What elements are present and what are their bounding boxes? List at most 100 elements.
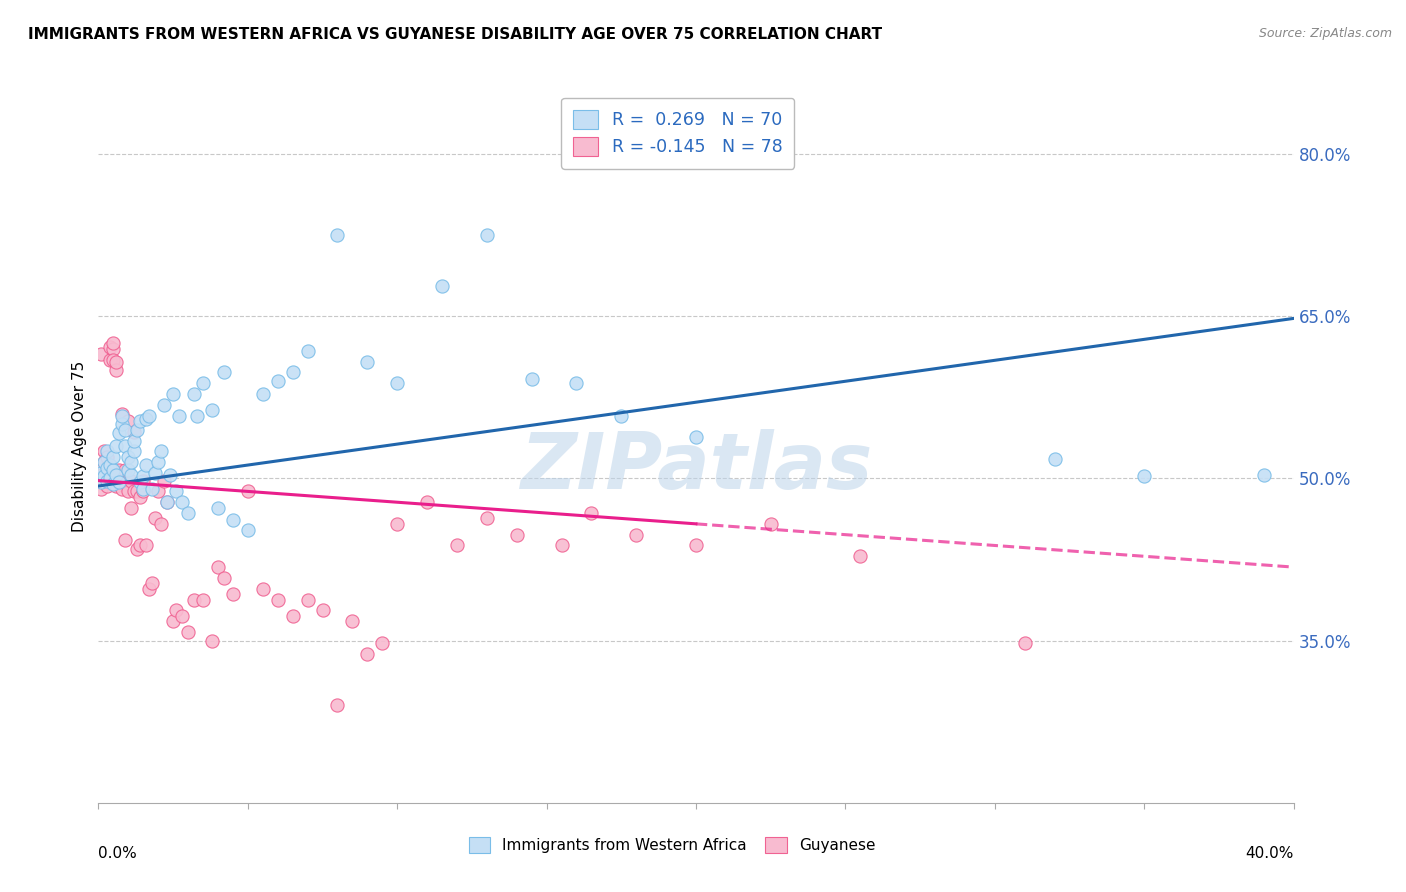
Point — [162, 614, 184, 628]
Point — [98, 352, 122, 367]
Point — [177, 624, 200, 639]
Point — [124, 434, 146, 448]
Point — [150, 516, 173, 531]
Point — [135, 539, 157, 553]
Point — [138, 582, 160, 596]
Point — [108, 425, 131, 440]
Point — [371, 636, 394, 650]
Point — [114, 533, 136, 547]
Point — [117, 414, 139, 428]
Point — [1043, 452, 1066, 467]
Point — [129, 475, 152, 489]
Point — [430, 279, 453, 293]
Point — [127, 541, 149, 556]
Point — [326, 228, 349, 243]
Point — [135, 458, 157, 473]
Point — [177, 506, 200, 520]
Point — [103, 342, 125, 356]
Y-axis label: Disability Age Over 75: Disability Age Over 75 — [72, 360, 87, 532]
Point — [186, 409, 208, 423]
Point — [297, 592, 319, 607]
Text: IMMIGRANTS FROM WESTERN AFRICA VS GUYANESE DISABILITY AGE OVER 75 CORRELATION CH: IMMIGRANTS FROM WESTERN AFRICA VS GUYANE… — [28, 27, 882, 42]
Point — [165, 484, 187, 499]
Point — [281, 366, 304, 380]
Point — [159, 468, 181, 483]
Point — [90, 468, 112, 483]
Point — [167, 409, 190, 423]
Point — [93, 474, 115, 488]
Text: Source: ZipAtlas.com: Source: ZipAtlas.com — [1258, 27, 1392, 40]
Point — [191, 592, 214, 607]
Point — [356, 354, 378, 368]
Point — [124, 484, 146, 499]
Point — [117, 463, 139, 477]
Point — [281, 608, 304, 623]
Point — [1014, 636, 1036, 650]
Point — [1253, 468, 1275, 483]
Point — [172, 495, 194, 509]
Point — [132, 482, 155, 496]
Point — [156, 495, 179, 509]
Point — [93, 455, 115, 469]
Point — [98, 468, 122, 483]
Point — [105, 468, 128, 483]
Point — [626, 527, 648, 541]
Point — [124, 444, 146, 458]
Point — [356, 647, 378, 661]
Point — [111, 409, 134, 423]
Point — [475, 511, 498, 525]
Point — [148, 484, 170, 499]
Point — [610, 409, 633, 423]
Text: ZIPatlas: ZIPatlas — [520, 429, 872, 506]
Point — [342, 614, 364, 628]
Point — [183, 592, 205, 607]
Point — [105, 479, 128, 493]
Point — [120, 500, 142, 515]
Point — [120, 474, 142, 488]
Point — [252, 582, 274, 596]
Point — [93, 444, 115, 458]
Point — [108, 475, 131, 489]
Point — [183, 387, 205, 401]
Point — [103, 463, 125, 477]
Point — [311, 603, 333, 617]
Point — [98, 458, 122, 473]
Point — [297, 343, 319, 358]
Point — [129, 414, 152, 428]
Point — [93, 469, 115, 483]
Point — [114, 439, 136, 453]
Point — [138, 409, 160, 423]
Point — [191, 376, 214, 391]
Point — [520, 372, 543, 386]
Point — [90, 482, 112, 496]
Point — [141, 482, 163, 496]
Point — [267, 592, 290, 607]
Point — [105, 439, 128, 453]
Point — [212, 366, 235, 380]
Point — [162, 387, 184, 401]
Point — [150, 444, 173, 458]
Point — [96, 479, 118, 493]
Point — [108, 474, 131, 488]
Point — [141, 576, 163, 591]
Point — [222, 587, 245, 601]
Point — [153, 398, 176, 412]
Point — [156, 495, 179, 509]
Point — [127, 423, 149, 437]
Point — [172, 608, 194, 623]
Point — [111, 482, 134, 496]
Point — [129, 539, 152, 553]
Point — [759, 516, 782, 531]
Point — [105, 363, 128, 377]
Point — [550, 539, 572, 553]
Point — [96, 450, 118, 464]
Point — [252, 387, 274, 401]
Point — [98, 471, 122, 485]
Point — [385, 516, 409, 531]
Point — [96, 474, 118, 488]
Point — [111, 417, 134, 432]
Point — [446, 539, 468, 553]
Point — [103, 352, 125, 367]
Point — [120, 455, 142, 469]
Point — [207, 500, 229, 515]
